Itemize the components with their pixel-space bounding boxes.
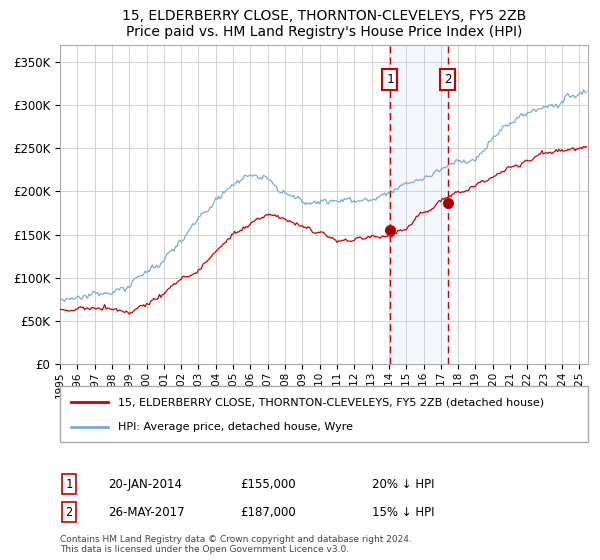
- Text: 2: 2: [65, 506, 73, 519]
- Bar: [390, 45, 448, 364]
- FancyBboxPatch shape: [60, 386, 588, 442]
- Text: 1: 1: [65, 478, 73, 491]
- Text: Contains HM Land Registry data © Crown copyright and database right 2024.
This d: Contains HM Land Registry data © Crown c…: [60, 535, 412, 554]
- Text: 26-MAY-2017: 26-MAY-2017: [108, 506, 185, 519]
- Text: 1: 1: [386, 73, 394, 86]
- Text: 15, ELDERBERRY CLOSE, THORNTON-CLEVELEYS, FY5 2ZB (detached house): 15, ELDERBERRY CLOSE, THORNTON-CLEVELEYS…: [118, 397, 544, 407]
- Text: £155,000: £155,000: [240, 478, 296, 491]
- Title: 15, ELDERBERRY CLOSE, THORNTON-CLEVELEYS, FY5 2ZB
Price paid vs. HM Land Registr: 15, ELDERBERRY CLOSE, THORNTON-CLEVELEYS…: [122, 10, 526, 39]
- Text: £187,000: £187,000: [240, 506, 296, 519]
- Text: 15% ↓ HPI: 15% ↓ HPI: [372, 506, 434, 519]
- Text: 2: 2: [444, 73, 452, 86]
- Text: 20% ↓ HPI: 20% ↓ HPI: [372, 478, 434, 491]
- Text: HPI: Average price, detached house, Wyre: HPI: Average price, detached house, Wyre: [118, 422, 353, 432]
- Text: 20-JAN-2014: 20-JAN-2014: [108, 478, 182, 491]
